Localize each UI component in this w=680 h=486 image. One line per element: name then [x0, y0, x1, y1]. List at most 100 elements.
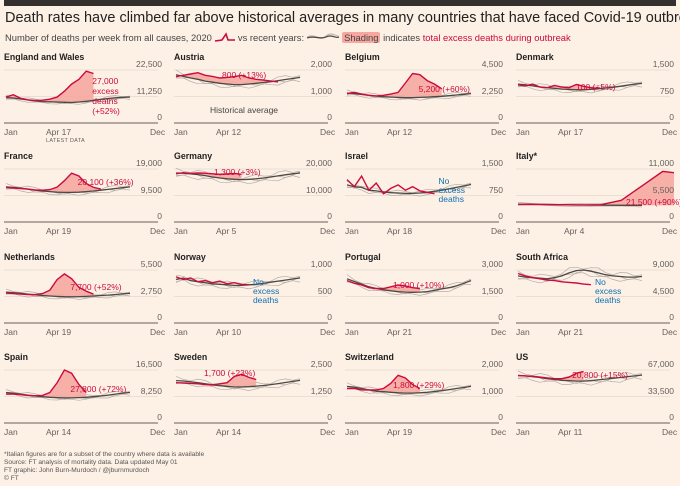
no-excess-label: No excess deaths: [439, 177, 465, 204]
series-past-year: [346, 94, 472, 101]
y-tick-label: 2,000: [310, 59, 332, 69]
x-tick-label: Dec: [662, 427, 678, 437]
x-tick-label: Jan: [345, 127, 359, 137]
y-tick-label: 4,500: [481, 59, 503, 69]
y-tick-label: 0: [157, 211, 162, 221]
title-bar: [4, 0, 676, 6]
x-tick-label: Jan: [174, 226, 188, 236]
annotation-line: 100 (+5%): [576, 82, 616, 92]
latest-data-note: LATEST DATA: [46, 138, 85, 144]
x-tick-label: Jan: [174, 327, 188, 337]
series-past-year: [175, 382, 301, 391]
annotation-line: 1,800 (+29%): [393, 380, 445, 390]
x-tick-label: Dec: [320, 327, 336, 337]
x-tick-label: Apr 4: [564, 226, 585, 236]
series-past-year: [175, 77, 301, 89]
series-2020: [347, 374, 421, 391]
x-tick-label: Apr 12: [216, 127, 242, 137]
series-historical-average: [175, 172, 301, 181]
annotation-line: (+52%): [92, 106, 120, 116]
excess-shading: [176, 374, 257, 387]
annotation-line: deaths: [252, 295, 279, 305]
y-tick-label: 1,000: [481, 385, 503, 396]
y-tick-label: 0: [327, 412, 332, 422]
panel-plot: [174, 269, 328, 324]
panel-plot: [345, 269, 499, 324]
series-2020: [346, 72, 443, 97]
series-2020: [175, 171, 242, 176]
panel-plot: [345, 168, 499, 223]
panel-title: Spain: [4, 352, 28, 362]
panel-italy: Italy* 11,000 5,500 0 Jan Apr 4 Dec 21,500 (+90…: [516, 151, 680, 251]
subtitle-part-b: vs recent years:: [237, 31, 305, 43]
annotation-line: excess: [594, 286, 622, 296]
x-tick-label: Jan: [516, 427, 530, 437]
excess-shading: [347, 280, 420, 293]
panel-austria: Austria 2,000 1,000 0 Jan Apr 12 Dec 800 (+13%)…: [174, 52, 336, 152]
x-tick-label: Dec: [662, 327, 678, 337]
y-tick-label: 0: [157, 312, 162, 322]
footer: *Italian figures are for a subset of the…: [4, 451, 204, 483]
panel-title: Switzerland: [345, 352, 394, 362]
x-tick-label: Apr 21: [387, 327, 413, 337]
series-past-year: [5, 393, 131, 401]
y-tick-label: 2,750: [140, 285, 162, 296]
y-tick-label: 9,500: [140, 184, 162, 195]
x-tick-label: Apr 17: [558, 127, 584, 137]
series-2020: [6, 369, 87, 397]
annotation-line: 1,300 (+3%): [214, 167, 261, 177]
no-excess-label: No excess deaths: [595, 278, 621, 305]
x-tick-label: Jan: [4, 427, 18, 437]
annotation-line: 27,000: [92, 76, 119, 86]
annotation-line: 27,800 (+72%): [70, 384, 127, 394]
x-tick-label: Apr 19: [46, 327, 72, 337]
panel-plot: [174, 69, 328, 124]
panel-norway: Norway 1,000 500 0 Jan Apr 10 Dec No excess death…: [174, 252, 336, 352]
series-past-year: [517, 85, 643, 94]
panel-plot: [174, 369, 328, 424]
y-tick-label: 0: [157, 412, 162, 422]
y-tick-label: 0: [669, 312, 674, 322]
panel-sweden: Sweden 2,500 1,250 0 Jan Apr 14 Dec 1,700 (+23%…: [174, 352, 336, 452]
panel-denmark: Denmark 1,500 750 0 Jan Apr 17 Dec 100 (+5%): [516, 52, 678, 152]
x-tick-label: Dec: [491, 427, 507, 437]
excess-shading: [6, 370, 87, 398]
legend-past-years-icon: [306, 33, 340, 39]
y-tick-label: 1,500: [652, 59, 674, 69]
panel-title: Austria: [174, 52, 205, 62]
panel-netherlands: Netherlands 5,500 2,750 0 Jan Apr 19 Dec 7,700 …: [4, 252, 166, 352]
x-tick-label: Jan: [4, 127, 18, 137]
x-tick-label: Dec: [320, 127, 336, 137]
excess-shading: [518, 171, 674, 206]
panel-title: France: [4, 151, 33, 161]
footer-note: *Italian figures are for a subset of the…: [4, 451, 205, 458]
x-tick-label: Apr 5: [216, 226, 237, 236]
historical-average-label: Historical average: [210, 105, 279, 115]
y-tick-label: 750: [659, 85, 674, 96]
annotation-line: 1,700 (+23%): [204, 368, 256, 378]
series-historical-average: [517, 269, 643, 280]
panel-south-africa: South Africa 9,000 4,500 0 Jan Apr 21 Dec No exc…: [516, 252, 678, 352]
panel-portugal: Portugal 3,000 1,500 0 Jan Apr 21 Dec 1,000 (+1…: [345, 252, 507, 352]
panel-spain: Spain 16,500 8,250 0 Jan Apr 14 Dec 27,800 (+72…: [4, 352, 166, 452]
y-tick-label: 67,000: [648, 359, 674, 369]
panel-title: Italy*: [516, 151, 538, 161]
x-tick-label: Dec: [150, 327, 166, 337]
x-tick-label: Dec: [150, 226, 166, 236]
panel-france: France 19,000 9,500 0 Jan Apr 19 Dec 20,100 (+3…: [4, 151, 166, 251]
annotation-line: No: [438, 176, 450, 186]
y-tick-label: 500: [317, 285, 332, 296]
panel-title: Netherlands: [4, 252, 55, 262]
series-2020: [5, 172, 101, 191]
y-tick-label: 5,500: [140, 259, 162, 269]
panel-title: Israel: [345, 151, 368, 161]
x-tick-label: Apr 19: [387, 427, 413, 437]
panel-plot: [345, 69, 499, 124]
series-past-year: [5, 188, 131, 196]
y-tick-label: 0: [498, 112, 503, 122]
annotation-line: 7,700 (+52%): [70, 282, 122, 292]
excess-deaths-label: 27,800 (+72%): [70, 384, 126, 394]
y-tick-label: 19,000: [136, 158, 162, 168]
y-tick-label: 0: [498, 211, 503, 221]
x-tick-label: Dec: [491, 226, 507, 236]
